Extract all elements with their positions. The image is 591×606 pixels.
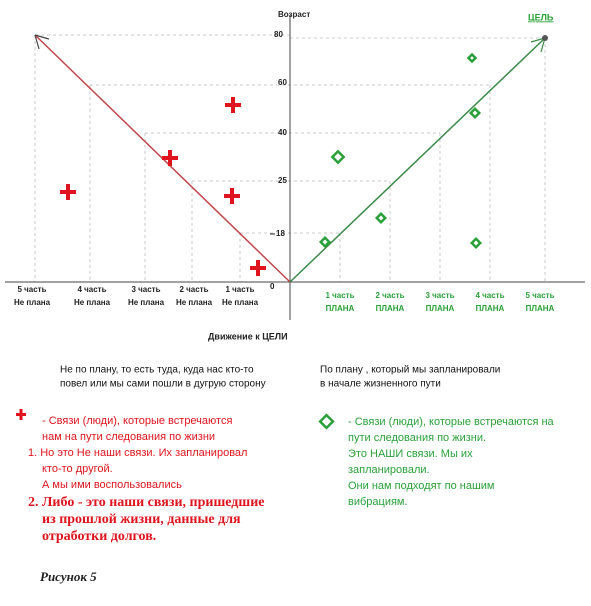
part-label: Не плана [176,298,213,307]
legend-line: - Связи (люди), которые встречаются на [348,416,555,428]
caption: в начале жизненного пути [320,379,441,390]
goal-point [542,35,548,41]
part-label: 1 часть [225,285,254,294]
y-title: Возраст [278,10,310,19]
cross-bar [231,97,235,113]
part-label: Не плана [128,298,165,307]
green-diamond [318,235,332,249]
legend-line: вибрациям. [348,496,408,508]
green-diamond [468,106,482,120]
red-cross [250,260,266,276]
marks [60,52,483,276]
part-label: 2 часть [179,285,208,294]
legend-line: отработки долгов. [42,529,156,544]
caption: повел или мы сами пошли в дугрую сторону [60,379,266,390]
part-label: ПЛАНА [376,304,405,313]
part-label: Не плана [222,298,259,307]
legend-line: 2. Либо - это наши связи, пришедшие [28,495,264,510]
y-label: 0 [270,282,275,291]
cross-bar [230,188,234,204]
legend-line: кто-то другой. [42,463,113,475]
legend-line: - Связи (люди), которые встречаются [42,415,232,427]
green-diamond [330,149,346,165]
part-label: 2 часть [375,291,404,300]
red-icon [16,409,26,420]
y-label: 80 [274,30,283,39]
green-diamond [374,211,388,225]
part-label: 1 часть [325,291,354,300]
legend-line: нам на пути следования по жизни [42,431,215,443]
grid [34,34,546,282]
green-diamond [469,236,483,250]
part-label: Не плана [74,298,111,307]
y-label: 25 [278,176,287,185]
part-label: 4 часть [475,291,504,300]
cross-bar [256,260,260,276]
cross-bar [66,184,70,200]
red-arrow [34,34,50,50]
y-label: 60 [278,78,287,87]
red-cross [224,188,240,204]
part-label: 5 часть [17,285,46,294]
legend-line: 1. Но это Не наши связи. Их запланировал [28,447,247,459]
part-label: 5 часть [525,291,554,300]
red-cross [225,97,241,113]
part-label: 3 часть [425,291,454,300]
red-cross [162,150,178,166]
part-label: 3 часть [131,285,160,294]
cross-bar [168,150,172,166]
figure-caption: Рисунок 5 [40,569,97,584]
part-label: ПЛАНА [426,304,455,313]
red-cross [60,184,76,200]
parts: 5 часть Не плана 4 часть Не плана 3 часть Не … [14,285,555,313]
y-label: 18 [276,229,285,238]
part-label: ПЛАНА [326,304,355,313]
green-diamond [466,52,478,64]
x-title: Движение к ЦЕЛИ [208,331,288,341]
y-label: 40 [278,128,287,137]
legend-line: Они нам подходят по нашим [348,480,494,492]
legend-line: из прошлой жизни, данные для [42,512,241,527]
part-label: ПЛАНА [526,304,555,313]
green-line [289,37,546,283]
legend-line: А мы ими воспользовались [42,479,182,491]
legend-line: запланировали. [348,464,430,476]
part-label: Не плана [14,298,51,307]
part-label: 4 часть [77,285,106,294]
legend-line: Это НАШИ связи. Мы их [348,448,473,460]
legend-line: пути следования по жизни. [348,432,486,444]
part-label: ПЛАНА [476,304,505,313]
green-icon [318,413,335,430]
caption: Не по плану, то есть туда, куда нас кто-… [60,365,254,376]
caption: По плану , который мы запланировали [320,365,500,376]
goal-label: ЦЕЛЬ [528,12,554,22]
